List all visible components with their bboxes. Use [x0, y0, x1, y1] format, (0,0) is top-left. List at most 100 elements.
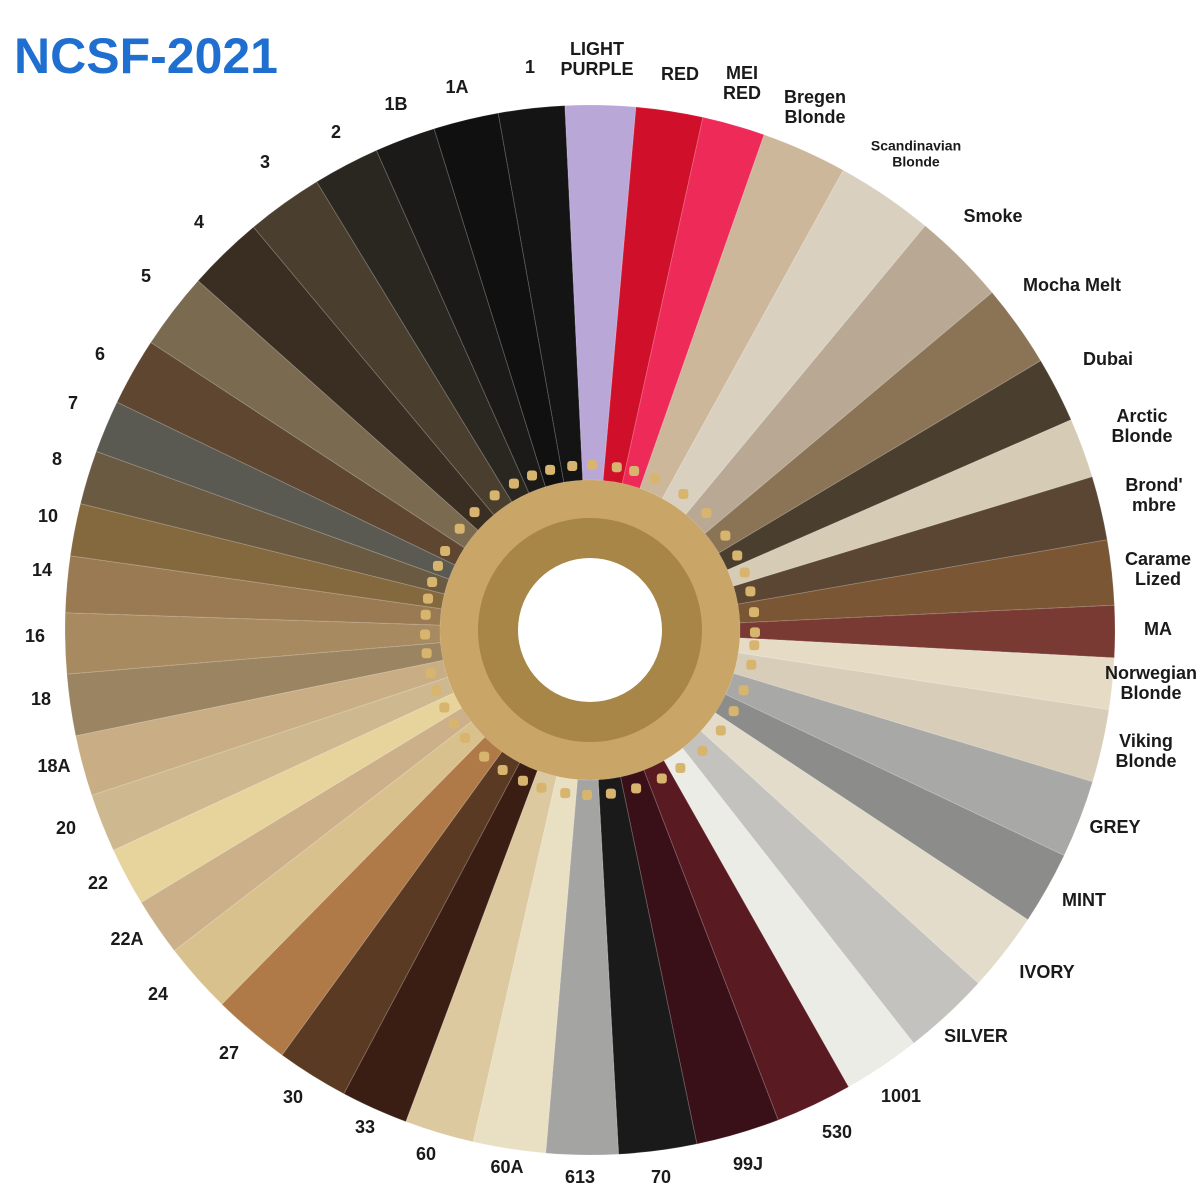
swatch-label: 1: [525, 57, 535, 77]
swatch-label: 99J: [733, 1154, 763, 1174]
clip-bead: [739, 567, 750, 578]
clip-bead: [489, 490, 500, 501]
swatch-label: Brond': [1125, 475, 1182, 495]
swatch-label: Blonde: [892, 154, 940, 170]
swatch-label: PURPLE: [560, 59, 633, 79]
swatch-label: Blonde: [1116, 751, 1177, 771]
swatch-label: Arctic: [1116, 406, 1167, 426]
swatch-label: 1A: [445, 77, 468, 97]
clip-bead: [420, 629, 431, 640]
clip-bead: [675, 763, 686, 774]
clip-bead: [479, 751, 490, 762]
clip-bead: [746, 659, 757, 670]
swatch-label: Mocha Melt: [1023, 275, 1121, 295]
clip-bead: [508, 478, 519, 489]
clip-bead: [431, 685, 442, 696]
swatch-label: 16: [25, 626, 45, 646]
swatch-label: 6: [95, 344, 105, 364]
clip-bead: [605, 788, 616, 799]
swatch-label: Scandinavian: [871, 138, 961, 154]
swatch-label: Blonde: [1121, 683, 1182, 703]
clip-bead: [720, 530, 731, 541]
swatch-label: 24: [148, 984, 168, 1004]
swatch-label: 22A: [110, 929, 143, 949]
swatch-label: 5: [141, 266, 151, 286]
swatch-label: 3: [260, 152, 270, 172]
clip-bead: [469, 507, 480, 518]
clip-bead: [454, 523, 465, 534]
swatch-label: 27: [219, 1043, 239, 1063]
clip-bead: [420, 609, 431, 620]
swatch-label: Dubai: [1083, 349, 1133, 369]
ring-center: [518, 558, 662, 702]
swatch-label: 20: [56, 818, 76, 838]
swatch-label: 2: [331, 122, 341, 142]
swatch-label: RED: [661, 64, 699, 84]
swatch-label: 70: [651, 1167, 671, 1187]
clip-bead: [460, 732, 471, 743]
swatch-label: mbre: [1132, 495, 1176, 515]
clip-bead: [749, 640, 760, 651]
swatch-label: Bregen: [784, 87, 846, 107]
swatch-label: 1001: [881, 1086, 921, 1106]
swatch-label: 18A: [37, 756, 70, 776]
clip-bead: [497, 764, 508, 775]
swatch-label: 14: [32, 560, 52, 580]
clip-bead: [560, 788, 571, 799]
clip-bead: [587, 460, 598, 471]
swatch-label: 613: [565, 1167, 595, 1187]
swatch-label: MINT: [1062, 890, 1106, 910]
clip-bead: [697, 745, 708, 756]
clip-bead: [427, 577, 438, 588]
swatch-label: 60A: [490, 1157, 523, 1177]
swatch-label: 30: [283, 1087, 303, 1107]
clip-bead: [448, 718, 459, 729]
swatch-label: Carame: [1125, 549, 1191, 569]
clip-bead: [423, 593, 434, 604]
swatch-label: Lized: [1135, 569, 1181, 589]
clip-bead: [745, 586, 756, 597]
clip-bead: [517, 775, 528, 786]
swatch-label: RED: [723, 83, 761, 103]
clip-bead: [656, 773, 667, 784]
swatch-label: Smoke: [963, 206, 1022, 226]
clip-bead: [738, 685, 749, 696]
clip-bead: [545, 464, 556, 475]
swatch-label: Blonde: [785, 107, 846, 127]
clip-bead: [728, 706, 739, 717]
clip-bead: [749, 607, 760, 618]
clip-bead: [421, 648, 432, 659]
clip-bead: [749, 627, 760, 638]
swatch-label: MEI: [726, 63, 758, 83]
clip-bead: [439, 702, 450, 713]
swatch-label: 7: [68, 393, 78, 413]
clip-bead: [678, 488, 689, 499]
clip-bead: [701, 508, 712, 519]
clip-bead: [536, 782, 547, 793]
swatch-label: Norwegian: [1105, 663, 1197, 683]
swatch-label: SILVER: [944, 1026, 1008, 1046]
clip-bead: [582, 789, 593, 800]
swatch-label: 60: [416, 1144, 436, 1164]
hair-swatch: [597, 776, 698, 1155]
clip-bead: [631, 783, 642, 794]
swatch-label: LIGHT: [570, 39, 624, 59]
clip-bead: [611, 462, 622, 473]
title: NCSF-2021: [14, 28, 278, 84]
clip-bead: [567, 460, 578, 471]
clip-bead: [425, 668, 436, 679]
clip-bead: [715, 725, 726, 736]
clip-bead: [432, 560, 443, 571]
swatch-label: GREY: [1089, 817, 1140, 837]
swatch-label: Viking: [1119, 731, 1173, 751]
clip-bead: [732, 550, 743, 561]
swatch-label: 33: [355, 1117, 375, 1137]
swatch-label: 530: [822, 1122, 852, 1142]
clip-bead: [527, 470, 538, 481]
clip-bead: [440, 546, 451, 557]
swatch-label: 8: [52, 449, 62, 469]
swatch-label: Blonde: [1112, 426, 1173, 446]
swatch-label: MA: [1144, 619, 1172, 639]
swatch-label: IVORY: [1019, 962, 1074, 982]
